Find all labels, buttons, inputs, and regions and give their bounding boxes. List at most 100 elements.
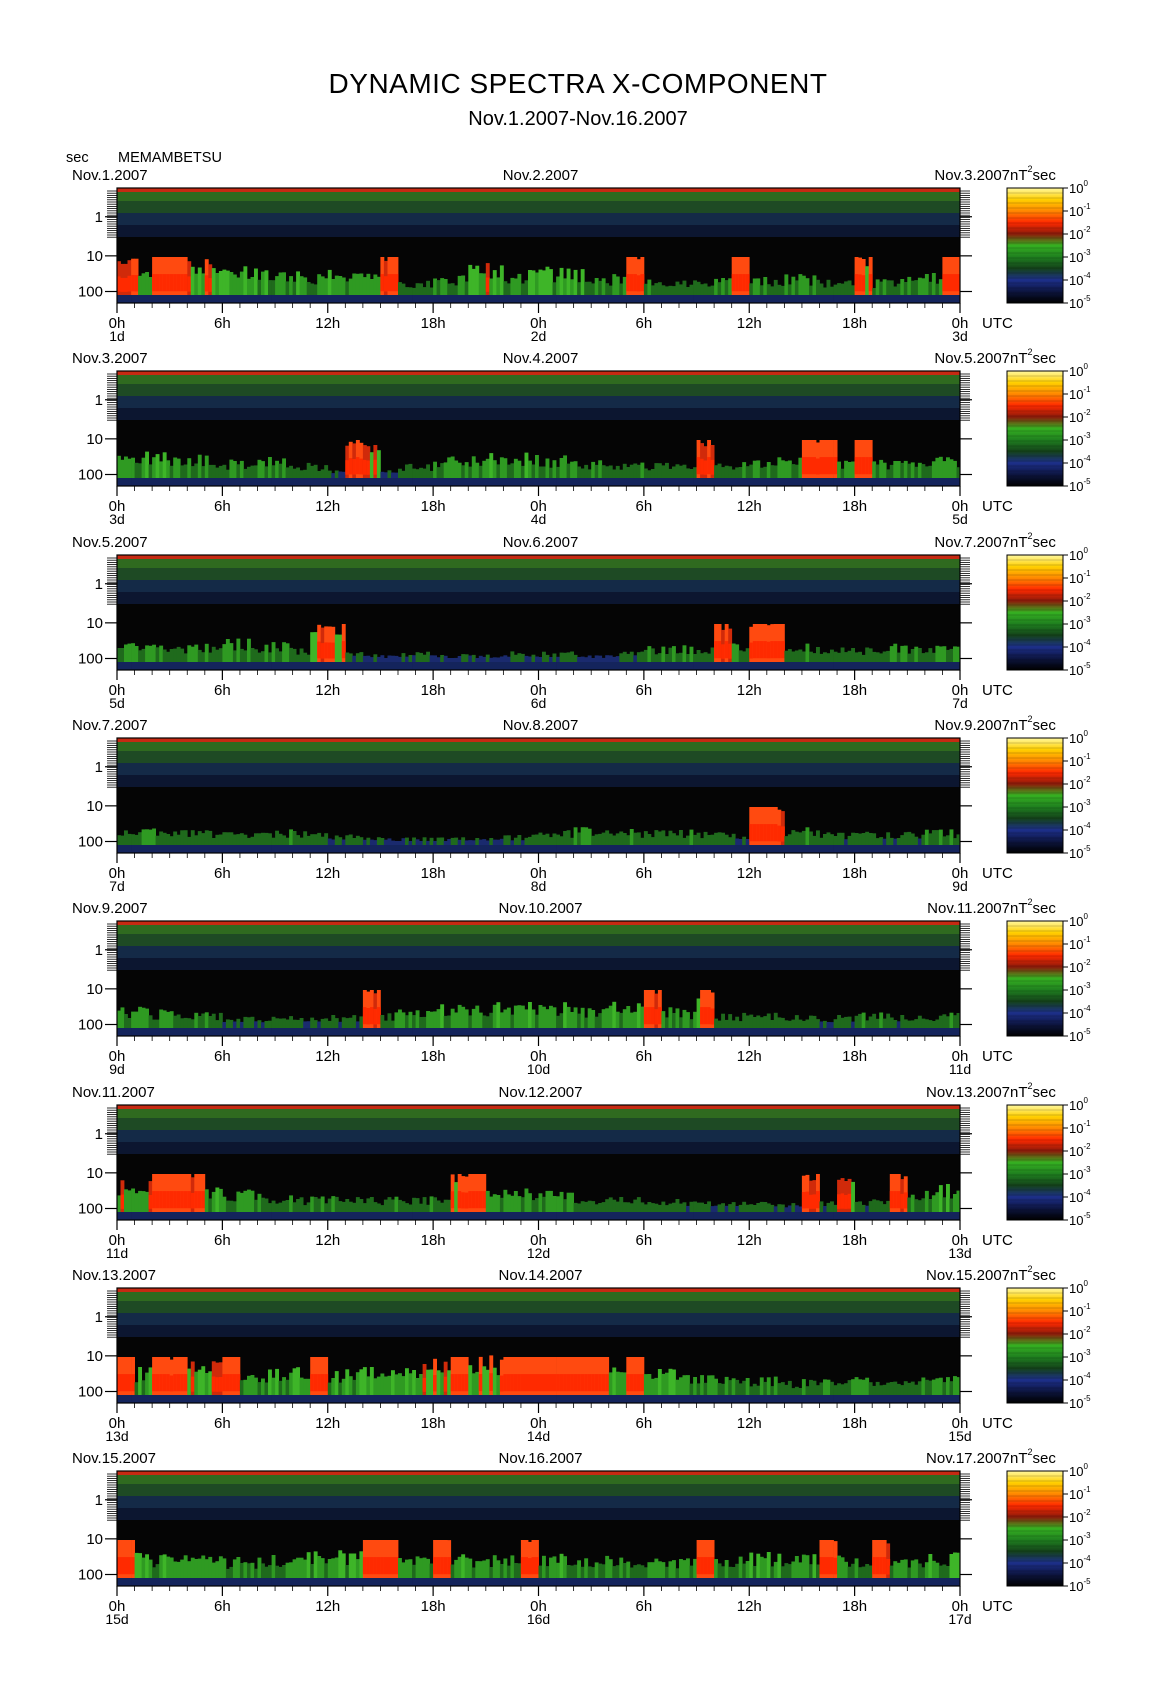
spectra-cell bbox=[956, 834, 961, 845]
day-label: 3d bbox=[952, 328, 968, 344]
spectra-cell bbox=[194, 1028, 199, 1036]
spectra-cell bbox=[268, 662, 272, 670]
spectra-cell bbox=[303, 469, 308, 478]
spectra-cell bbox=[366, 1008, 371, 1025]
spectra-cell bbox=[289, 1395, 294, 1403]
spectra-cell bbox=[408, 295, 413, 303]
x-tick-label: 12h bbox=[315, 865, 340, 882]
spectra-top-band bbox=[117, 371, 960, 375]
spectra-cell bbox=[232, 1021, 237, 1028]
spectra-cell bbox=[787, 834, 792, 845]
spectra-cell bbox=[805, 1019, 810, 1028]
spectra-cell bbox=[324, 1578, 329, 1586]
spectra-cell bbox=[412, 287, 417, 295]
spectra-cell bbox=[520, 653, 525, 662]
spectra-cell bbox=[594, 834, 599, 845]
spectra-cell bbox=[457, 1028, 462, 1036]
spectra-cell bbox=[327, 1212, 332, 1220]
x-tick-label: 12h bbox=[315, 1415, 340, 1432]
spectra-cell bbox=[190, 1557, 195, 1578]
spectra-cell bbox=[738, 1204, 743, 1212]
spectra-cell bbox=[805, 827, 810, 845]
spectra-cell bbox=[211, 1191, 216, 1212]
spectra-cell bbox=[731, 845, 736, 853]
spectra-cell bbox=[468, 1028, 473, 1036]
spectra-cell bbox=[211, 662, 216, 670]
spectra-cell bbox=[412, 1370, 417, 1395]
spectra-cell bbox=[461, 845, 466, 853]
spectra-cell bbox=[942, 662, 947, 670]
spectra-cell bbox=[914, 1395, 919, 1403]
spectra-cell bbox=[809, 285, 813, 295]
spectra-cell bbox=[573, 845, 578, 853]
spectra-cell bbox=[542, 1212, 546, 1220]
spectra-cell bbox=[299, 1018, 304, 1028]
spectra-cell bbox=[573, 1028, 578, 1036]
spectra-cell bbox=[633, 1199, 638, 1212]
x-tick-label: 6h bbox=[636, 682, 653, 699]
colorbar-tick-base: 10 bbox=[1069, 1213, 1083, 1228]
spectra-cell bbox=[608, 662, 613, 670]
spectra-cell bbox=[900, 1028, 905, 1036]
spectra-cell bbox=[247, 1395, 251, 1403]
spectra-cell bbox=[341, 1017, 346, 1028]
spectra-cell bbox=[155, 478, 160, 486]
spectra-cell bbox=[229, 478, 234, 486]
spectra-cell bbox=[201, 1395, 206, 1403]
spectra-cell bbox=[415, 1010, 420, 1028]
spectra-cell bbox=[148, 295, 153, 303]
spectra-cell bbox=[506, 283, 511, 295]
spectra-cell bbox=[510, 277, 515, 295]
spectra-cell bbox=[513, 1395, 518, 1403]
spectra-cell bbox=[917, 1212, 922, 1220]
spectra-cell bbox=[577, 1374, 582, 1392]
spectra-cell bbox=[162, 1395, 167, 1403]
spectra-cell bbox=[496, 1395, 501, 1403]
spectra-cell bbox=[777, 1383, 782, 1395]
spectra-cell bbox=[503, 1374, 508, 1392]
spectra-cell bbox=[461, 478, 466, 486]
spectra-cell bbox=[134, 462, 139, 478]
spectra-cell bbox=[917, 478, 922, 486]
spectra-cell bbox=[117, 1374, 121, 1392]
spectra-cell bbox=[643, 468, 648, 478]
spectra-cell bbox=[545, 1190, 550, 1212]
spectra-cell bbox=[275, 1368, 280, 1395]
spectra-cell bbox=[440, 1004, 445, 1028]
spectra-cell bbox=[931, 1212, 936, 1220]
spectra-cell bbox=[320, 478, 325, 486]
colorbar-tick-base: 10 bbox=[1069, 640, 1083, 655]
spectra-cell bbox=[422, 1028, 427, 1036]
spectra-cell bbox=[426, 1395, 431, 1403]
spectra-cell bbox=[524, 662, 529, 670]
spectra-cell bbox=[405, 464, 409, 478]
spectra-cell bbox=[559, 662, 564, 670]
spectra-cell bbox=[780, 1395, 785, 1403]
spectra-cell bbox=[454, 1182, 459, 1212]
spectra-cell bbox=[851, 1212, 856, 1220]
spectra-cell bbox=[552, 1395, 557, 1403]
spectra-cell bbox=[275, 478, 280, 486]
spectra-cell bbox=[686, 478, 690, 486]
panel-end-date: Nov.9.2007 bbox=[934, 717, 1010, 734]
spectra-cell bbox=[475, 658, 480, 662]
spectra-cell bbox=[570, 845, 575, 853]
spectra-cell bbox=[464, 840, 469, 845]
spectra-cell bbox=[296, 1019, 301, 1028]
x-tick-label: 12h bbox=[315, 315, 340, 332]
spectra-cell bbox=[391, 274, 395, 292]
spectra-cell bbox=[461, 1006, 466, 1028]
spectra-cell bbox=[499, 457, 504, 478]
colorbar-tick-exponent: -1 bbox=[1083, 935, 1091, 944]
spectra-cell bbox=[145, 1028, 150, 1036]
spectra-cell bbox=[819, 295, 824, 303]
panel-mid-date: Nov.16.2007 bbox=[499, 1450, 583, 1467]
spectra-cell bbox=[464, 1374, 469, 1392]
spectra-cell bbox=[443, 462, 448, 478]
spectra-cell bbox=[355, 1028, 360, 1036]
panel-end-date: Nov.11.2007 bbox=[927, 900, 1010, 917]
spectra-cell bbox=[362, 655, 367, 662]
x-tick-label: 0h bbox=[109, 315, 126, 332]
spectra-cell bbox=[197, 1016, 202, 1028]
spectra-cell bbox=[823, 845, 827, 853]
